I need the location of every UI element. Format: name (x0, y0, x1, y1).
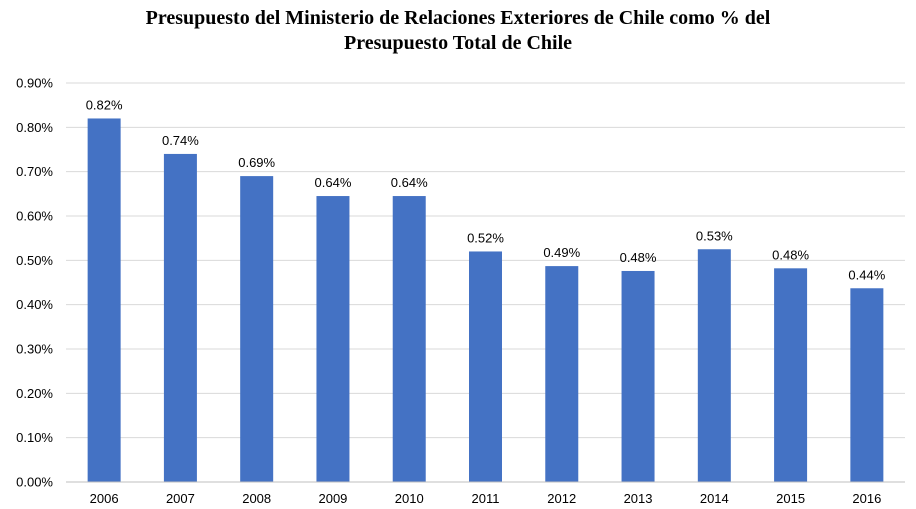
x-tick-label: 2007 (166, 491, 195, 506)
data-label: 0.74% (162, 133, 199, 148)
data-label: 0.53% (696, 228, 733, 243)
x-tick-label: 2014 (700, 491, 729, 506)
y-axis-tick-labels: 0.00% 0.10% 0.20% 0.30% 0.40% 0.50% 0.60% 0.70%… (16, 76, 53, 490)
bar (240, 176, 274, 482)
y-tick-label: 0.90% (16, 76, 53, 91)
y-tick-label: 0.30% (16, 342, 53, 357)
y-tick-label: 0.70% (16, 164, 53, 179)
gridlines (66, 82, 905, 439)
bar (621, 270, 655, 482)
x-tick-label: 2008 (242, 491, 271, 506)
y-tick-label: 0.20% (16, 386, 53, 401)
bar (850, 288, 884, 482)
bar (163, 153, 197, 482)
data-label: 0.82% (86, 97, 123, 112)
x-tick-label: 2011 (472, 491, 500, 506)
bar (392, 196, 426, 483)
y-tick-label: 0.80% (16, 120, 53, 135)
x-tick-label: 2016 (852, 491, 881, 506)
bar (697, 249, 731, 482)
chart-title-line-1: Presupuesto del Ministerio de Relaciones… (145, 7, 771, 29)
x-tick-label: 2013 (624, 491, 653, 506)
bar (545, 266, 579, 482)
x-tick-label: 2009 (318, 491, 347, 506)
x-tick-label: 2015 (776, 491, 805, 506)
data-label: 0.48% (772, 247, 809, 262)
y-tick-label: 0.50% (16, 253, 53, 268)
y-tick-label: 0.10% (16, 430, 53, 445)
data-label: 0.64% (391, 175, 428, 190)
y-tick-label: 0.40% (16, 297, 53, 312)
x-tick-label: 2010 (395, 491, 424, 506)
data-label: 0.52% (467, 230, 504, 245)
x-tick-label: 2012 (547, 491, 576, 506)
y-tick-label: 0.60% (16, 209, 53, 224)
data-labels: 0.82% 0.74% 0.69% 0.64% 0.64% 0.52% 0.49% 0.48%… (86, 97, 886, 282)
chart-title: Presupuesto del Ministerio de Relaciones… (0, 6, 916, 56)
data-label: 0.49% (543, 245, 580, 260)
bars (87, 118, 884, 483)
bar (774, 268, 808, 482)
x-axis-tick-labels: 2006 2007 2008 2009 2010 2011 2012 2013 2014 2015… (90, 491, 882, 506)
bar (316, 196, 350, 483)
data-label: 0.44% (848, 267, 885, 282)
data-label: 0.64% (315, 175, 352, 190)
x-tick-label: 2006 (90, 491, 119, 506)
bar (469, 251, 502, 482)
bar (87, 118, 121, 482)
data-label: 0.48% (620, 250, 657, 265)
chart-title-line-2: Presupuesto Total de Chile (344, 32, 572, 54)
data-label: 0.69% (238, 155, 275, 170)
y-tick-label: 0.00% (16, 475, 53, 490)
